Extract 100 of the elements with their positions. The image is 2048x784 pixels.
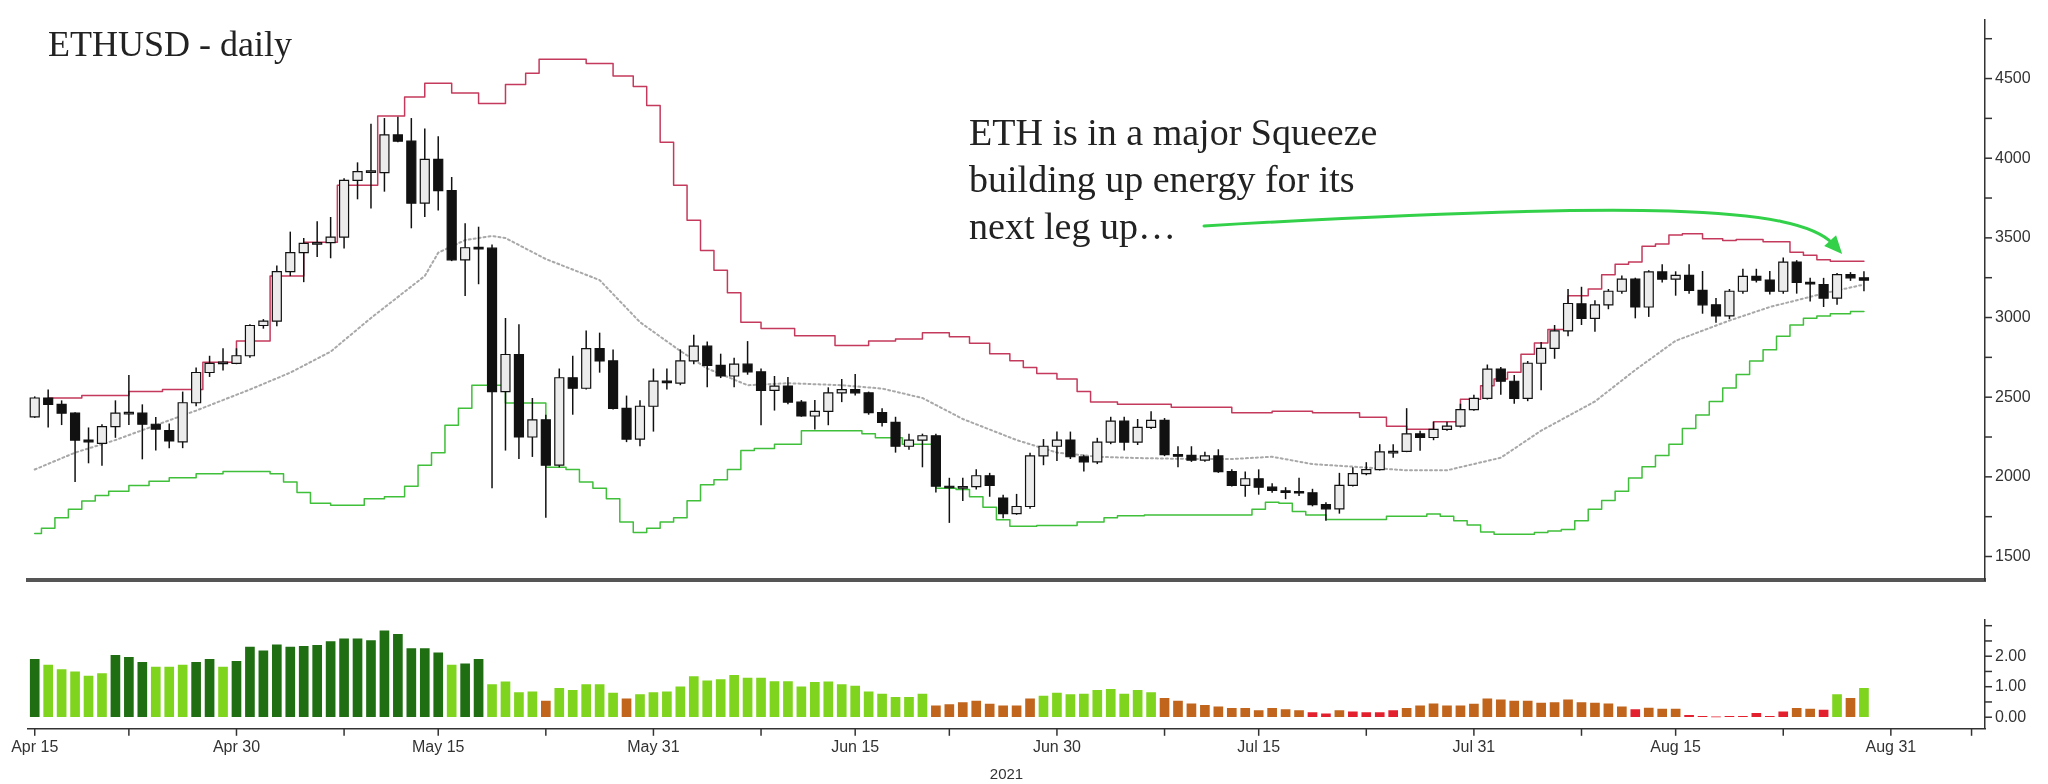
bar (702, 680, 713, 718)
bar (944, 704, 955, 718)
bar (554, 687, 565, 718)
bar (1778, 711, 1789, 718)
bar (1630, 709, 1641, 718)
bar (1038, 695, 1049, 718)
bar (245, 646, 255, 718)
bar (1159, 697, 1170, 718)
bar (1549, 702, 1560, 718)
bar (863, 691, 874, 718)
bar (1374, 712, 1385, 718)
bar (110, 654, 121, 718)
bar (608, 692, 618, 718)
bar (998, 705, 1008, 718)
bar (729, 675, 739, 718)
bar (29, 658, 40, 718)
bar (635, 694, 645, 718)
bar (406, 648, 417, 718)
bar (1186, 703, 1197, 718)
bar (1334, 710, 1345, 718)
bar (43, 664, 54, 718)
bar (433, 652, 444, 718)
x-tick-label: Aug 31 (1865, 737, 1917, 755)
bar (984, 703, 995, 718)
bar (1388, 710, 1399, 718)
bar (150, 666, 161, 718)
x-tick-label: Apr 30 (212, 737, 261, 755)
bar (1522, 700, 1533, 718)
bar (527, 691, 538, 718)
y-tick-label: 2500 (1995, 387, 2031, 405)
bar (594, 684, 605, 718)
x-tick-label: Jun 30 (1032, 737, 1082, 755)
bar (1240, 708, 1251, 718)
bar (904, 697, 914, 718)
bar (850, 685, 861, 718)
y-tick-label: 1500 (1995, 546, 2031, 564)
x-tick-label: Jul 15 (1237, 737, 1281, 755)
bar (1253, 710, 1264, 718)
bar (1132, 690, 1143, 718)
bar (137, 661, 148, 718)
bar (1643, 707, 1654, 718)
y-tick-label: 3500 (1995, 228, 2031, 246)
bar (1859, 687, 1869, 718)
bar (1226, 708, 1237, 718)
bar (97, 673, 107, 718)
bar (1173, 700, 1183, 718)
bar (567, 690, 578, 718)
bar (1280, 709, 1291, 718)
bar (1442, 705, 1452, 718)
bar (218, 666, 228, 718)
bar (1751, 712, 1762, 718)
x-tick-label: Aug 15 (1650, 737, 1702, 755)
bar (419, 648, 430, 718)
bar (1294, 710, 1304, 718)
bar (957, 702, 968, 718)
bar (1025, 698, 1035, 718)
bar (783, 681, 793, 718)
bar (1428, 703, 1439, 718)
bar (931, 705, 941, 718)
bar (1495, 699, 1506, 718)
bar (460, 663, 470, 718)
bar (285, 646, 296, 718)
bar (769, 681, 780, 718)
bar (325, 641, 336, 718)
bar (1469, 703, 1479, 718)
bar (1092, 690, 1103, 718)
annotation: ETH is in a major Squeeze building up energy for its next leg up… (969, 110, 1378, 247)
bar (1482, 698, 1493, 718)
bar (890, 697, 901, 718)
bar (675, 686, 686, 718)
y-tick-label: 3000 (1995, 307, 2031, 325)
bar (1563, 699, 1573, 718)
bar (393, 633, 403, 718)
bar (877, 693, 887, 718)
bar (204, 658, 215, 718)
bar (500, 681, 511, 718)
bar (124, 657, 134, 718)
x-tick-label: Jul 31 (1452, 737, 1496, 755)
bar (487, 684, 497, 718)
bar (581, 684, 592, 718)
bar (83, 675, 94, 718)
bar (1818, 709, 1829, 718)
bar (1065, 694, 1076, 718)
bar (810, 682, 820, 718)
bar (1845, 697, 1856, 718)
bar (836, 684, 847, 718)
bar (1361, 712, 1372, 718)
bar (1603, 703, 1614, 718)
bar (1146, 692, 1156, 718)
bar (177, 664, 188, 718)
bar (1415, 705, 1425, 718)
bar (164, 666, 175, 718)
bar (1307, 712, 1318, 718)
bar (1509, 700, 1520, 718)
bar (1805, 708, 1815, 718)
bar (191, 661, 201, 718)
bar (514, 692, 524, 718)
bar (339, 638, 349, 718)
bar (1348, 711, 1358, 718)
bar (756, 677, 766, 718)
